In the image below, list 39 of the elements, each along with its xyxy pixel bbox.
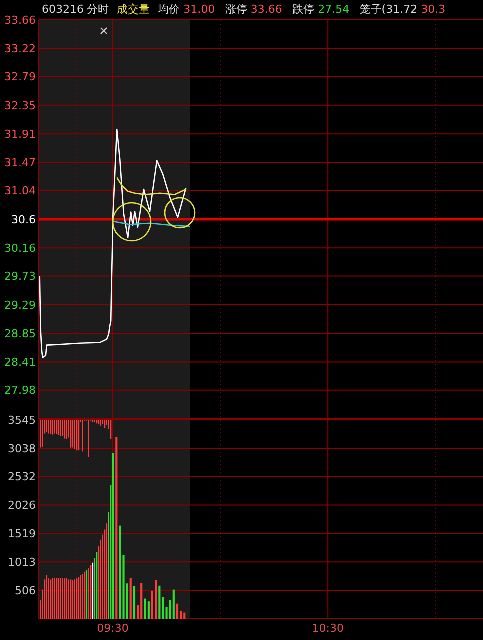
bar [144, 598, 146, 619]
bar [148, 602, 150, 619]
text: 笼子(31.72 30.3 [360, 3, 446, 16]
y-tick-label: 31.47 [4, 156, 36, 170]
text: 涨停 33.66 [225, 3, 282, 16]
y-tick-label: 3545 [8, 414, 36, 427]
y-tick-label: 1013 [8, 556, 36, 569]
y-tick-label: 30.6 [12, 213, 36, 226]
y-tick-label: 29.73 [4, 270, 36, 284]
bar [172, 590, 175, 619]
y-tick-label: 2532 [8, 470, 36, 484]
y-tick-label: 29.29 [4, 298, 36, 312]
y-tick-label: 32.79 [4, 70, 36, 84]
text: 603216 [42, 3, 84, 16]
y-tick-label: 506 [15, 584, 36, 598]
text: 分时 [87, 3, 110, 16]
x-tick-label: 09:30 [97, 622, 129, 635]
text: 均价 31.00 [157, 3, 216, 16]
bar [158, 586, 161, 619]
y-tick-label: 3038 [8, 442, 36, 456]
y-tick-label: 33.22 [4, 42, 36, 56]
bar [112, 453, 114, 619]
x-tick-label: 10:30 [312, 622, 344, 635]
y-tick-label: 30.16 [4, 242, 36, 256]
bar [119, 526, 122, 619]
text: 成交量 [117, 3, 150, 16]
y-tick-label: 2026 [8, 499, 36, 512]
line-series [39, 128, 187, 358]
y-tick-label: 33.66 [4, 14, 36, 27]
y-tick-label: 32.35 [4, 99, 36, 112]
y-tick-label: 31.04 [4, 184, 36, 198]
y-tick-label: 1519 [8, 528, 36, 541]
y-tick-label: 28.85 [4, 327, 36, 340]
y-tick-label: 28.41 [4, 356, 36, 370]
y-tick-label: 31.91 [4, 128, 36, 141]
y-tick-label: 27.98 [4, 384, 36, 398]
bar [133, 586, 136, 619]
text: 跌停 27.54 [292, 3, 350, 16]
line-series [116, 177, 187, 196]
